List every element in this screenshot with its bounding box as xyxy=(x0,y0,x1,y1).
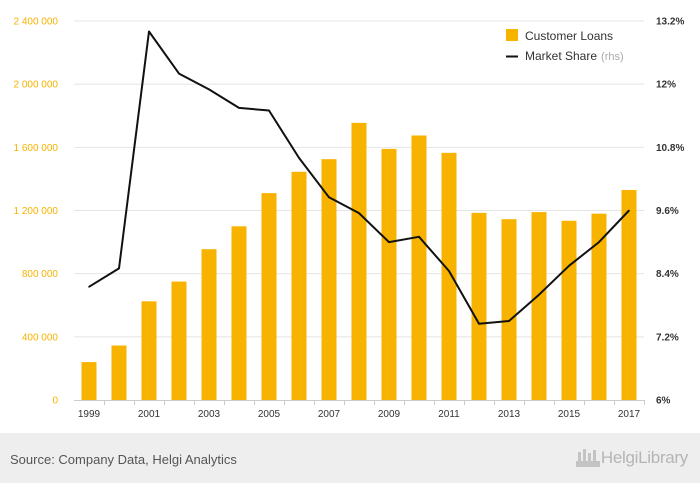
bar-2017 xyxy=(621,189,637,400)
bar-2006 xyxy=(291,171,307,400)
line-point-2001 xyxy=(148,30,150,33)
bar-2004 xyxy=(231,226,247,400)
bar-2012 xyxy=(471,212,487,400)
y-left-tick-label: 2 000 000 xyxy=(14,80,59,91)
legend-label-customer-loans: Customer Loans xyxy=(525,29,613,43)
legend-label-market-share: Market Share (rhs) xyxy=(525,49,624,63)
bar-2005 xyxy=(261,193,277,400)
x-tick-label: 2013 xyxy=(498,409,521,420)
x-tick-label: 2007 xyxy=(318,409,341,420)
helgi-logo: HelgiLibrary xyxy=(575,447,688,469)
y-right-tick-label: 10.8% xyxy=(656,143,684,154)
bar-2009 xyxy=(381,148,397,400)
x-tick-label: 2015 xyxy=(558,409,581,420)
y-right-tick-label: 12% xyxy=(656,80,676,91)
line-point-2002 xyxy=(178,72,180,75)
line-point-2008 xyxy=(358,212,360,214)
line-point-1999 xyxy=(88,286,90,288)
line-point-2017 xyxy=(628,209,630,212)
legend-swatch-customer-loans xyxy=(506,29,518,41)
line-point-2004 xyxy=(238,107,240,109)
y-left-tick-label: 1 200 000 xyxy=(14,206,59,217)
x-tick-label: 2009 xyxy=(378,409,401,420)
chart-area: 0 400 000 800 000 1 200 000 1 600 000 2 000 0… xyxy=(14,17,685,421)
bar-2016 xyxy=(591,213,607,400)
line-point-2007 xyxy=(328,196,330,199)
source-text: Source: Company Data, Helgi Analytics xyxy=(10,452,237,467)
line-point-2016 xyxy=(598,241,600,243)
y-right-tick-label: 9.6% xyxy=(656,206,679,217)
bars xyxy=(81,122,637,401)
footer: Source: Company Data, Helgi Analytics He… xyxy=(0,433,700,483)
bar-2002 xyxy=(171,281,187,400)
line-point-2014 xyxy=(538,293,540,296)
line-point-2010 xyxy=(418,236,420,238)
bar-2010 xyxy=(411,135,427,401)
x-tick-label: 1999 xyxy=(78,409,101,420)
bar-2015 xyxy=(561,220,577,400)
line-point-2009 xyxy=(388,241,390,243)
y-left-tick-label: 800 000 xyxy=(22,269,59,280)
line-point-2005 xyxy=(268,109,270,112)
legend-series-suffix: (rhs) xyxy=(601,51,624,63)
bar-2007 xyxy=(321,159,337,400)
x-tick-label: 2001 xyxy=(138,409,161,420)
y-right-tick-label: 6% xyxy=(656,396,671,407)
line-point-2003 xyxy=(208,88,210,91)
y-left-tick-label: 1 600 000 xyxy=(14,143,59,154)
x-tick-label: 2011 xyxy=(438,409,460,420)
x-tick-label: 2005 xyxy=(258,409,281,420)
logo-text: HelgiLibrary xyxy=(600,448,688,467)
y-right-tick-label: 13.2% xyxy=(656,17,684,28)
bar-2013 xyxy=(501,219,517,400)
line-series xyxy=(88,30,630,325)
line-point-2006 xyxy=(298,157,300,159)
x-tick-label: 2003 xyxy=(198,409,221,420)
legend-series-name: Market Share xyxy=(525,49,597,63)
library-icon xyxy=(575,449,600,467)
y-right-tick-label: 8.4% xyxy=(656,269,679,280)
y-left-tick-label: 2 400 000 xyxy=(14,17,59,28)
bar-1999 xyxy=(81,362,97,400)
bar-2000 xyxy=(111,345,127,400)
legend: Customer Loans Market Share (rhs) xyxy=(506,29,624,63)
bar-2014 xyxy=(531,212,547,400)
line-point-2011 xyxy=(448,270,450,272)
axes: 0 400 000 800 000 1 200 000 1 600 000 2 000 0… xyxy=(14,17,685,421)
y-right-tick-label: 7.2% xyxy=(656,332,679,343)
line-point-2015 xyxy=(568,264,570,267)
x-tick-label: 2017 xyxy=(618,409,641,420)
bar-2011 xyxy=(441,152,457,400)
bar-2003 xyxy=(201,249,217,400)
y-left-tick-label: 400 000 xyxy=(22,332,59,343)
line-point-2013 xyxy=(508,320,510,322)
line-point-2000 xyxy=(118,267,120,270)
bar-2008 xyxy=(351,122,367,400)
bar-2001 xyxy=(141,301,157,400)
line-point-2012 xyxy=(478,322,480,325)
y-left-tick-label: 0 xyxy=(52,396,58,407)
